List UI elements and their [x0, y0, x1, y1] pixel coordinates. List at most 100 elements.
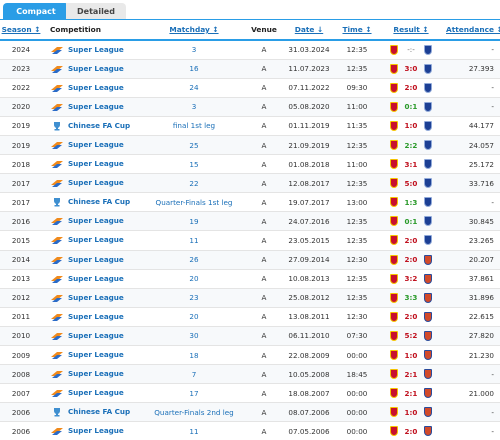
home-team-crest-icon[interactable]: [390, 273, 398, 284]
away-team-crest-icon[interactable]: [424, 82, 432, 93]
matchday-link[interactable]: 17: [189, 388, 199, 398]
match-result-link[interactable]: 2:0: [404, 426, 418, 436]
tab-detailed[interactable]: Detailed: [66, 3, 126, 20]
away-team-crest-icon[interactable]: [424, 426, 432, 437]
away-team-crest-icon[interactable]: [424, 216, 432, 227]
home-team-crest-icon[interactable]: [390, 311, 398, 322]
matchday-link[interactable]: 24: [189, 83, 199, 93]
matchday-link[interactable]: 16: [189, 64, 199, 74]
competition-link[interactable]: Super League: [68, 254, 124, 264]
matchday-link[interactable]: Quarter-Finals 1st leg: [155, 197, 233, 207]
competition-link[interactable]: Chinese FA Cup: [68, 120, 131, 130]
home-team-crest-icon[interactable]: [390, 140, 398, 151]
matchday-link[interactable]: 26: [189, 255, 199, 265]
match-result[interactable]: 2:0: [398, 83, 424, 92]
match-result[interactable]: 2:0: [398, 236, 424, 245]
home-team-crest-icon[interactable]: [390, 159, 398, 170]
home-team-crest-icon[interactable]: [390, 235, 398, 246]
match-result[interactable]: 3:2: [398, 274, 424, 283]
competition-link[interactable]: Super League: [68, 350, 124, 360]
home-team-crest-icon[interactable]: [390, 388, 398, 399]
match-result-link[interactable]: 1:3: [404, 197, 418, 207]
attendance-header[interactable]: Attendance ↕: [446, 20, 500, 41]
match-result[interactable]: 2:0: [398, 427, 424, 436]
match-result-link[interactable]: 3:0: [404, 64, 418, 74]
matchday-link[interactable]: 3: [191, 45, 197, 55]
match-result-link[interactable]: 0:1: [404, 102, 418, 112]
match-result-link[interactable]: 0:1: [404, 216, 418, 226]
matchday-link[interactable]: 20: [189, 274, 199, 284]
home-team-crest-icon[interactable]: [390, 63, 398, 74]
competition-link[interactable]: Super League: [68, 311, 124, 321]
time-header[interactable]: Time ↕: [338, 20, 376, 41]
competition-link[interactable]: Super League: [68, 216, 124, 226]
match-result[interactable]: -:-: [398, 45, 424, 54]
home-team-crest-icon[interactable]: [390, 216, 398, 227]
match-result-link[interactable]: 1:0: [404, 350, 418, 360]
match-result-link[interactable]: 2:0: [404, 235, 418, 245]
home-team-crest-icon[interactable]: [390, 178, 398, 189]
away-team-crest-icon[interactable]: [424, 292, 432, 303]
away-team-crest-icon[interactable]: [424, 407, 432, 418]
match-result[interactable]: 5:0: [398, 179, 424, 188]
matchday-link[interactable]: 3: [191, 102, 197, 112]
match-result-link[interactable]: 1:0: [404, 121, 418, 131]
competition-link[interactable]: Super League: [68, 140, 124, 150]
away-team-crest-icon[interactable]: [424, 120, 432, 131]
matchday-link[interactable]: 11: [189, 426, 199, 436]
match-result[interactable]: 0:1: [398, 217, 424, 226]
match-result[interactable]: 1:0: [398, 408, 424, 417]
home-team-crest-icon[interactable]: [390, 44, 398, 55]
match-result-link[interactable]: 2:1: [404, 388, 418, 398]
match-result-link[interactable]: 2:2: [404, 140, 418, 150]
match-result-link[interactable]: 2:0: [404, 255, 418, 265]
competition-link[interactable]: Chinese FA Cup: [68, 197, 131, 207]
away-team-crest-icon[interactable]: [424, 254, 432, 265]
match-result-link[interactable]: 3:1: [404, 159, 418, 169]
away-team-crest-icon[interactable]: [424, 101, 432, 112]
competition-link[interactable]: Super League: [68, 63, 124, 73]
competition-link[interactable]: Super League: [68, 369, 124, 379]
away-team-crest-icon[interactable]: [424, 44, 432, 55]
match-result[interactable]: 2:1: [398, 370, 424, 379]
competition-link[interactable]: Super League: [68, 292, 124, 302]
competition-link[interactable]: Super League: [68, 82, 124, 92]
match-result-link[interactable]: 2:0: [404, 312, 418, 322]
match-result-link[interactable]: 5:0: [404, 178, 418, 188]
away-team-crest-icon[interactable]: [424, 140, 432, 151]
match-result-link[interactable]: 3:2: [404, 274, 418, 284]
matchday-link[interactable]: 19: [189, 216, 199, 226]
away-team-crest-icon[interactable]: [424, 197, 432, 208]
match-result[interactable]: 1:0: [398, 351, 424, 360]
match-result[interactable]: 2:2: [398, 141, 424, 150]
away-team-crest-icon[interactable]: [424, 273, 432, 284]
matchday-link[interactable]: 25: [189, 140, 199, 150]
match-result[interactable]: 3:0: [398, 64, 424, 73]
result-header[interactable]: Result ↕: [376, 20, 446, 41]
matchday-link[interactable]: 20: [189, 312, 199, 322]
home-team-crest-icon[interactable]: [390, 426, 398, 437]
away-team-crest-icon[interactable]: [424, 388, 432, 399]
home-team-crest-icon[interactable]: [390, 350, 398, 361]
match-result[interactable]: 2:0: [398, 312, 424, 321]
match-result[interactable]: 0:1: [398, 102, 424, 111]
competition-link[interactable]: Super League: [68, 388, 124, 398]
match-result[interactable]: 3:1: [398, 160, 424, 169]
home-team-crest-icon[interactable]: [390, 292, 398, 303]
date-header[interactable]: Date ↓: [280, 20, 338, 41]
home-team-crest-icon[interactable]: [390, 197, 398, 208]
matchday-link[interactable]: 7: [191, 369, 197, 379]
match-result[interactable]: 1:3: [398, 198, 424, 207]
match-result[interactable]: 2:0: [398, 255, 424, 264]
competition-link[interactable]: Super League: [68, 101, 124, 111]
home-team-crest-icon[interactable]: [390, 120, 398, 131]
competition-link[interactable]: Super League: [68, 44, 124, 54]
home-team-crest-icon[interactable]: [390, 254, 398, 265]
competition-link[interactable]: Super League: [68, 235, 124, 245]
matchday-link[interactable]: 18: [189, 350, 199, 360]
match-result-link[interactable]: 1:0: [404, 407, 418, 417]
match-result-link[interactable]: -:-: [407, 45, 415, 55]
match-result-link[interactable]: 3:3: [404, 293, 418, 303]
competition-link[interactable]: Super League: [68, 330, 124, 340]
match-result-link[interactable]: 5:2: [404, 331, 418, 341]
